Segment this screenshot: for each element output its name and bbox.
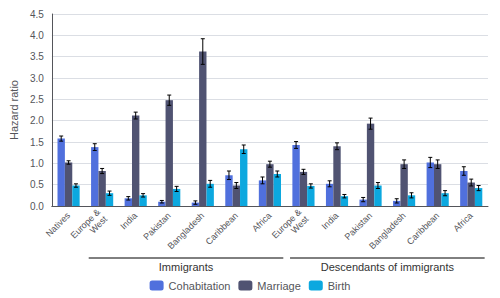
svg-text:0.0: 0.0 — [30, 201, 44, 212]
svg-text:India: India — [320, 210, 341, 231]
svg-text:Cohabitation: Cohabitation — [169, 280, 231, 292]
svg-text:West: West — [289, 214, 311, 236]
svg-text:Africa: Africa — [451, 210, 474, 233]
svg-text:Pakistan: Pakistan — [343, 210, 374, 241]
svg-text:Europe &: Europe & — [269, 206, 304, 241]
svg-text:Marriage: Marriage — [257, 280, 300, 292]
svg-text:Europe &: Europe & — [68, 206, 103, 241]
svg-text:Africa: Africa — [250, 210, 273, 233]
svg-text:Bangladesh: Bangladesh — [367, 210, 408, 251]
svg-text:Pakistan: Pakistan — [141, 210, 172, 241]
svg-text:Birth: Birth — [328, 280, 351, 292]
svg-text:Bangladesh: Bangladesh — [166, 210, 207, 251]
svg-text:1.5: 1.5 — [30, 137, 44, 148]
svg-text:Descendants of immigrants: Descendants of immigrants — [321, 261, 455, 273]
svg-text:3.5: 3.5 — [30, 51, 44, 62]
svg-text:4.5: 4.5 — [30, 9, 44, 20]
svg-text:West: West — [88, 214, 110, 236]
svg-text:0.5: 0.5 — [30, 179, 44, 190]
svg-text:4.0: 4.0 — [30, 30, 44, 41]
svg-text:Immigrants: Immigrants — [159, 261, 214, 273]
svg-text:Caribbean: Caribbean — [405, 210, 441, 246]
svg-text:India: India — [118, 210, 139, 231]
svg-text:2.5: 2.5 — [30, 94, 44, 105]
svg-text:1.0: 1.0 — [30, 158, 44, 169]
svg-text:Caribbean: Caribbean — [203, 210, 239, 246]
svg-text:Natives: Natives — [43, 210, 73, 239]
svg-text:Hazard ratio: Hazard ratio — [8, 80, 20, 140]
svg-text:2.0: 2.0 — [30, 115, 44, 126]
svg-text:3.0: 3.0 — [30, 73, 44, 84]
